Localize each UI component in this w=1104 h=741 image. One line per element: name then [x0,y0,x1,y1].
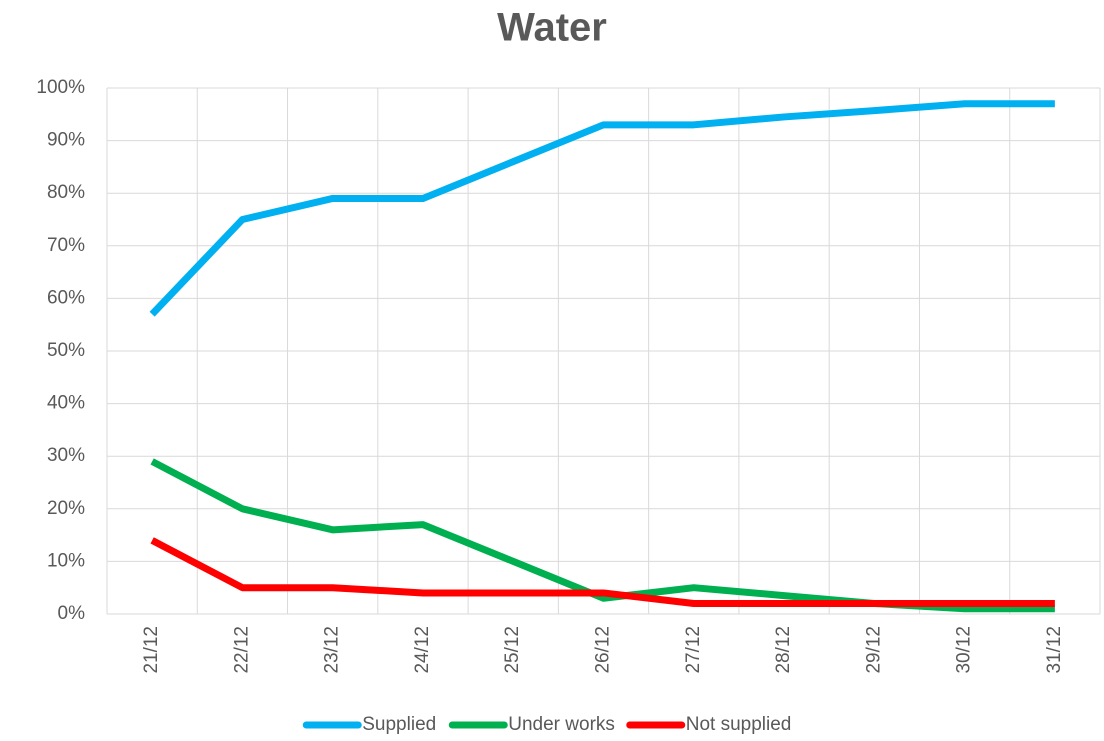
legend-label: Under works [508,714,615,735]
legend-label: Supplied [362,714,436,735]
y-tick-label: 10% [47,550,85,571]
x-tick-label: 21/12 [141,626,162,674]
y-tick-label: 40% [47,393,85,414]
x-tick-label: 27/12 [683,626,704,674]
y-tick-label: 60% [47,287,85,308]
series-line [149,100,1055,317]
y-tick-label: 30% [47,445,85,466]
x-tick-label: 29/12 [863,626,884,674]
y-tick-label: 90% [47,130,85,151]
chart-title: Water [497,6,607,50]
y-tick-label: 100% [36,77,85,98]
y-tick-label: 0% [58,603,86,624]
x-tick-label: 28/12 [773,626,794,674]
series-line [150,537,1055,607]
x-tick-label: 25/12 [502,626,523,674]
y-tick-label: 20% [47,498,85,519]
y-tick-label: 70% [47,235,85,256]
x-tick-label: 31/12 [1044,626,1065,674]
x-tick-label: 24/12 [412,626,433,674]
x-tick-label: 26/12 [593,626,614,674]
x-tick-label: 22/12 [231,626,252,674]
x-tick-label: 30/12 [954,626,975,674]
y-tick-label: 50% [47,340,85,361]
y-tick-label: 80% [47,182,85,203]
x-tick-label: 23/12 [322,626,343,674]
legend-label: Not supplied [686,714,792,735]
